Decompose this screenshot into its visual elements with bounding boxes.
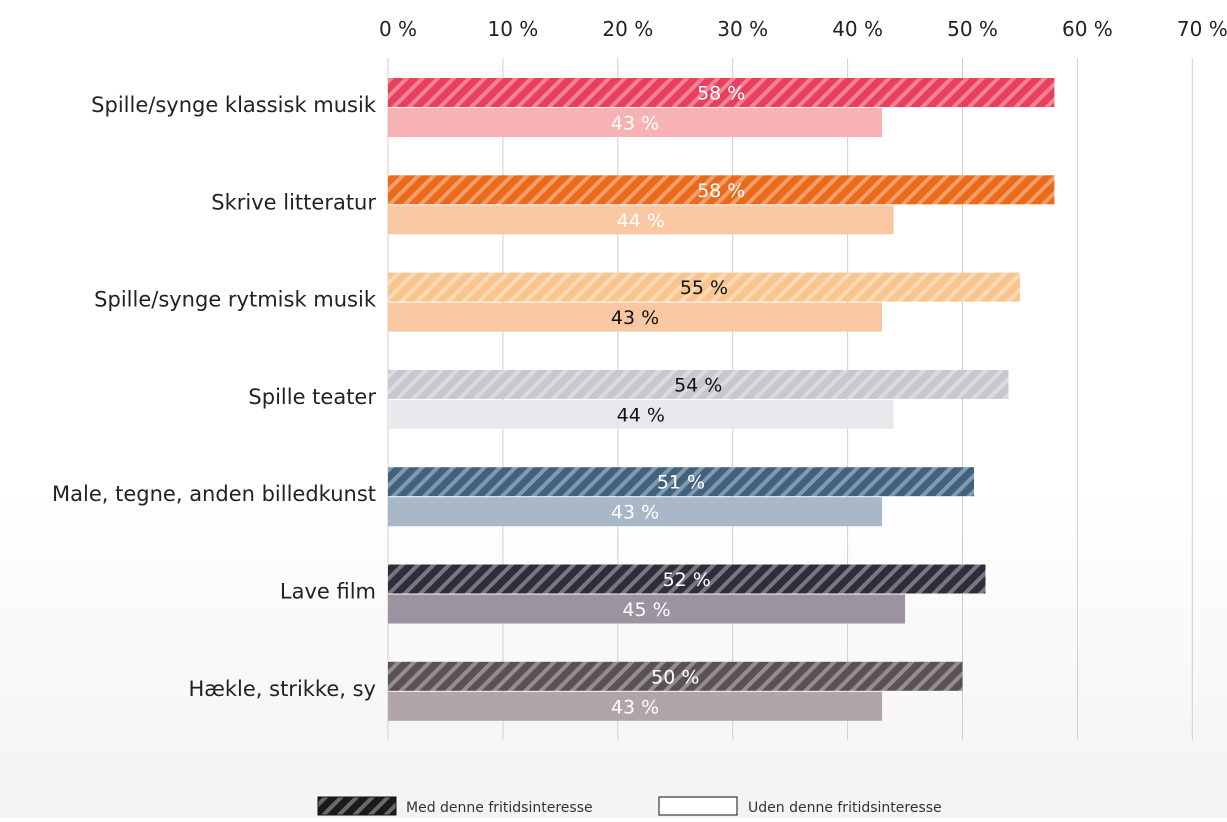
category-label: Spille/synge rytmisk musik [94, 288, 377, 312]
bar [388, 302, 883, 332]
bar [388, 205, 894, 235]
bar [388, 369, 1009, 399]
legend-label: Uden denne fritidsinteresse [748, 800, 942, 816]
data-label: 51 % [657, 472, 705, 494]
bar [388, 564, 986, 594]
data-label: 43 % [611, 696, 659, 718]
bar [388, 594, 906, 624]
data-label: 58 % [697, 83, 745, 105]
x-tick-label: 70 % [1177, 17, 1227, 41]
data-label: 54 % [674, 374, 722, 396]
data-label: 50 % [651, 666, 699, 688]
data-label: 43 % [611, 307, 659, 329]
data-label: 52 % [663, 569, 711, 591]
x-tick-label: 40 % [832, 17, 883, 41]
data-label: 55 % [680, 277, 728, 299]
bar [388, 108, 883, 137]
legend-swatch-hatched [317, 796, 397, 816]
category-label: Skrive litteratur [211, 190, 376, 214]
category-label: Spille/synge klassisk musik [91, 93, 377, 117]
bar [388, 691, 883, 721]
data-label: 43 % [611, 113, 659, 135]
data-label: 44 % [617, 404, 665, 426]
x-tick-label: 10 % [487, 17, 538, 41]
legend-swatch-solid [658, 796, 738, 816]
bar [388, 272, 1020, 302]
bar [388, 467, 974, 497]
data-label: 58 % [697, 180, 745, 202]
category-label: Lave film [280, 580, 376, 604]
data-label: 44 % [617, 210, 665, 232]
bar [388, 78, 1055, 107]
category-label: Spille teater [248, 385, 376, 409]
x-tick-label: 60 % [1062, 17, 1113, 41]
bar [388, 661, 963, 691]
x-tick-label: 30 % [717, 17, 768, 41]
bar [388, 399, 894, 429]
x-tick-label: 20 % [602, 17, 653, 41]
x-tick-label: 0 % [379, 17, 417, 41]
category-label: Hækle, strikke, sy [188, 677, 376, 701]
data-label: 45 % [622, 599, 670, 621]
x-tick-label: 50 % [947, 17, 998, 41]
category-label: Male, tegne, anden billedkunst [52, 482, 376, 506]
bar [388, 497, 883, 527]
bar [388, 175, 1055, 205]
data-label: 43 % [611, 502, 659, 524]
legend-label: Med denne fritidsinteresse [406, 800, 593, 816]
